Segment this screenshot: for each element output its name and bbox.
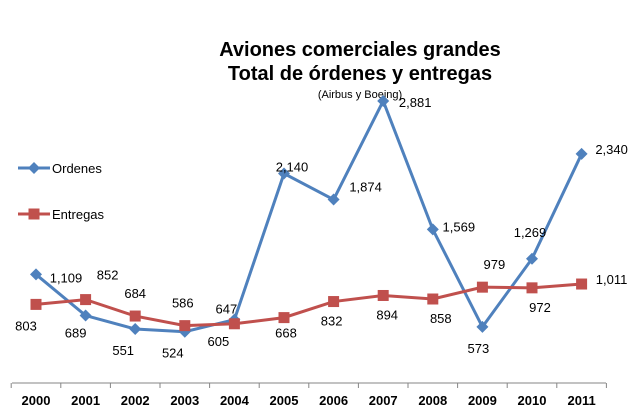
data-label: 979 (484, 257, 506, 272)
data-label: 647 (216, 302, 238, 317)
x-tick-label: 2006 (319, 393, 348, 408)
data-label: 668 (275, 326, 297, 341)
legend-label: Entregas (52, 207, 105, 222)
x-tick-label: 2008 (418, 393, 447, 408)
ordenes-point (476, 320, 489, 333)
entregas-point (80, 294, 92, 306)
entregas-point (427, 293, 439, 305)
data-label: 894 (376, 307, 398, 322)
entregas-point (179, 320, 191, 332)
x-tick-label: 2002 (121, 393, 150, 408)
entregas-point (576, 278, 588, 290)
data-label: 551 (112, 343, 134, 358)
entregas-point (328, 296, 340, 308)
data-label: 605 (208, 334, 230, 349)
data-label: 1,269 (514, 225, 547, 240)
ordenes-point (278, 167, 290, 180)
x-tick-label: 2003 (170, 393, 199, 408)
entregas-point (30, 298, 42, 310)
ordenes-point (426, 223, 439, 236)
x-tick-label: 2005 (270, 393, 299, 408)
data-label: 524 (162, 346, 184, 361)
data-label: 684 (124, 286, 146, 301)
ordenes-series-line (35, 97, 583, 334)
x-tick-label: 2011 (567, 393, 595, 408)
data-label: 2,140 (276, 160, 309, 175)
data-label: 689 (65, 326, 87, 341)
data-label: 1,569 (443, 219, 476, 234)
entregas-point (228, 318, 240, 330)
chart-title: Aviones comerciales grandes (219, 39, 501, 61)
ordenes-point (377, 94, 390, 107)
data-label: 803 (15, 318, 37, 333)
data-label: 586 (172, 296, 194, 311)
ordenes-point (327, 193, 340, 206)
x-tick-label: 2009 (468, 393, 497, 408)
ordenes-point (129, 323, 142, 336)
data-label: 972 (529, 300, 551, 315)
legend-label: Ordenes (52, 161, 102, 176)
data-label: 573 (468, 341, 490, 356)
legend-marker-ordenes (28, 162, 40, 174)
entregas-point (526, 282, 538, 294)
ordenes-point (79, 309, 92, 322)
entregas-point (278, 312, 290, 324)
entregas-point (377, 289, 389, 301)
x-tick-label: 2010 (518, 393, 547, 408)
ordenes-point (526, 252, 538, 265)
entregas-series-line (35, 282, 582, 328)
data-label: 2,881 (399, 95, 432, 110)
data-label: 1,109 (50, 270, 83, 285)
x-tick-label: 2004 (220, 393, 250, 408)
entregas-point (476, 281, 488, 293)
legend-marker-entregas (28, 208, 40, 220)
ordenes-point (30, 268, 42, 281)
data-label: 1,874 (349, 180, 382, 195)
data-label: 1,011 (596, 272, 628, 287)
x-tick-label: 2001 (71, 393, 100, 408)
data-label: 832 (321, 314, 343, 329)
chart-title-line2: Total de órdenes y entregas (227, 63, 493, 85)
data-label: 852 (97, 268, 119, 283)
ordenes-point (575, 147, 588, 160)
x-tick-label: 2007 (369, 393, 398, 408)
x-tick-label: 2000 (22, 393, 51, 408)
data-label: 858 (430, 311, 452, 326)
data-label: 2,340 (595, 142, 628, 157)
entregas-point (129, 310, 141, 322)
